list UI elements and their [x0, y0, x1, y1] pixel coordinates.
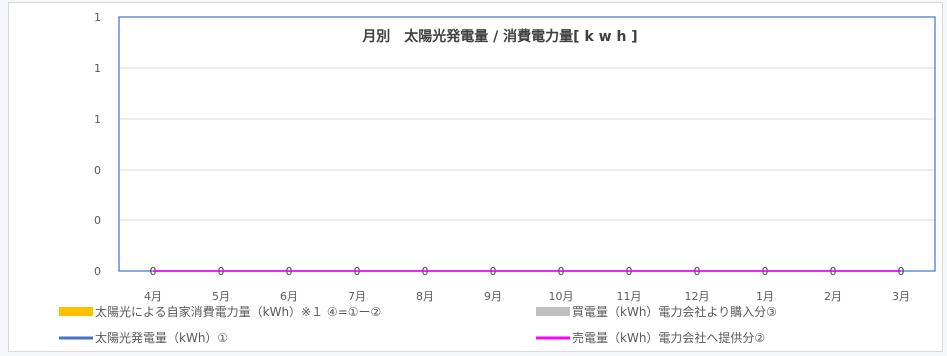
x-tick-label: 3月 [892, 290, 910, 303]
x-tick-label: 5月 [212, 290, 230, 303]
legend-swatch [59, 307, 93, 316]
x-tick-label: 2月 [824, 290, 842, 303]
y-tick-label: 0 [94, 214, 101, 227]
y-tick-label: 1 [94, 62, 101, 75]
x-tick-label: 10月 [549, 290, 574, 303]
y-tick-label: 0 [94, 164, 101, 177]
y-tick-label: 1 [94, 113, 101, 126]
x-tick-label: 1月 [756, 290, 774, 303]
legend-label: 売電量（kWh）電力会社へ提供分② [572, 330, 765, 345]
plot-area-border [118, 16, 936, 272]
chart-title: 月別 太陽光発電量 / 消費電力量[ k w h ] [361, 28, 637, 45]
x-axis: 4月 5月 6月 7月 8月 9月 10月 11月 12月 1月 2月 3月 [144, 290, 910, 303]
legend: 太陽光による自家消費電力量（kWh）※１ ④=①ー② 買電量（kWh）電力会社より… [59, 304, 777, 345]
x-tick-label: 8月 [416, 290, 434, 303]
legend-swatch [536, 307, 570, 316]
legend-label: 買電量（kWh）電力会社より購入分③ [572, 304, 777, 319]
legend-label: 太陽光発電量（kWh）① [95, 330, 228, 345]
y-tick-label: 0 [94, 265, 101, 278]
x-tick-label: 9月 [484, 290, 502, 303]
y-tick-label: 1 [94, 11, 101, 24]
grid [119, 67, 935, 221]
x-tick-label: 12月 [685, 290, 710, 303]
x-tick-label: 4月 [144, 290, 162, 303]
x-tick-label: 7月 [348, 290, 366, 303]
chart-frame [8, 2, 943, 352]
x-tick-label: 6月 [280, 290, 298, 303]
y-axis: 0 0 0 1 1 1 [94, 11, 101, 278]
x-tick-label: 11月 [617, 290, 642, 303]
legend-label: 太陽光による自家消費電力量（kWh）※１ ④=①ー② [95, 304, 381, 319]
